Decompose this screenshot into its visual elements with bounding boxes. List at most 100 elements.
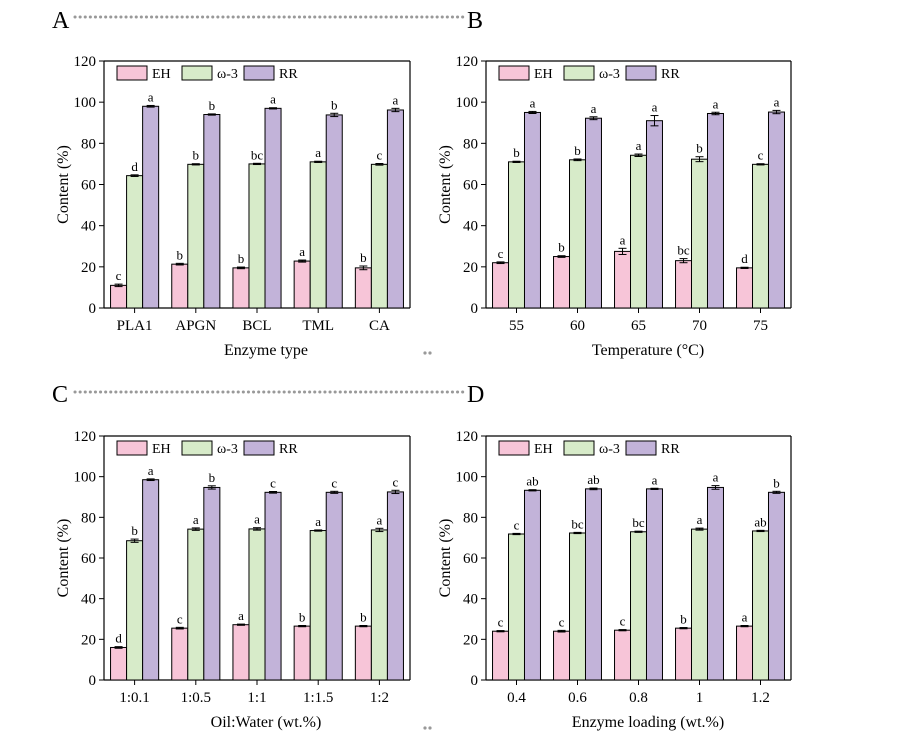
significance-letter: b xyxy=(360,610,367,625)
significance-letter: c xyxy=(177,611,183,626)
bar-rr xyxy=(203,114,221,309)
legend-label: EH xyxy=(534,67,553,82)
x-tick-label: 1:1 xyxy=(247,690,266,706)
significance-letter: a xyxy=(620,232,626,247)
bar-eh xyxy=(293,260,311,309)
significance-letter: bc xyxy=(632,515,645,530)
bar-rr xyxy=(325,491,343,681)
bar-omega-3 xyxy=(187,528,205,681)
significance-letter: b xyxy=(193,148,200,163)
y-tick-label: 60 xyxy=(463,178,478,194)
x-axis-label: Oil:Water (wt.%) xyxy=(211,714,322,731)
panel-letter: B xyxy=(467,8,483,34)
significance-letter: a xyxy=(652,100,658,115)
y-tick-label: 100 xyxy=(74,470,97,486)
bar-omega-3 xyxy=(126,540,144,681)
y-tick-label: 120 xyxy=(74,429,97,445)
bar-rr xyxy=(386,491,404,681)
legend-swatch xyxy=(498,65,530,81)
bar-rr xyxy=(142,105,160,309)
significance-letter: bc xyxy=(571,516,584,531)
bar-omega-3 xyxy=(752,163,769,309)
legend-swatch xyxy=(625,65,657,81)
significance-letter: b xyxy=(574,143,581,158)
significance-letter: a xyxy=(299,244,305,259)
y-tick-label: 100 xyxy=(74,95,97,111)
significance-letter: a xyxy=(742,610,748,625)
bar-eh xyxy=(675,260,693,309)
bar-omega-3 xyxy=(752,530,769,681)
significance-letter: b xyxy=(209,98,216,113)
bar-rr xyxy=(645,120,663,309)
bar-eh xyxy=(171,263,189,309)
y-tick-label: 20 xyxy=(81,632,96,648)
bar-omega-3 xyxy=(370,529,388,681)
significance-letter: b xyxy=(513,145,520,160)
y-tick-label: 40 xyxy=(81,592,96,608)
x-tick-label: 1 xyxy=(696,690,704,706)
significance-letter: a xyxy=(238,608,244,623)
bar-omega-3 xyxy=(248,528,266,681)
bar-eh xyxy=(354,625,372,681)
bar-omega-3 xyxy=(508,533,525,681)
y-axis-label: Content (%) xyxy=(437,145,454,224)
y-tick-label: 100 xyxy=(456,470,479,486)
x-tick-label: 1.2 xyxy=(751,690,770,706)
y-tick-label: 40 xyxy=(463,592,478,608)
significance-letter: bc xyxy=(677,243,690,258)
bar-rr xyxy=(767,111,785,309)
significance-letter: ab xyxy=(754,514,766,529)
bar-omega-3 xyxy=(691,528,708,681)
significance-letter: b xyxy=(696,141,703,156)
significance-letter: b xyxy=(177,247,184,262)
y-tick-label: 80 xyxy=(81,136,96,152)
bar-omega-3 xyxy=(248,163,266,309)
panel-c: C 0 20 40 60 80 100 120 Content (%) Oil:Water (wt… xyxy=(52,382,468,731)
y-tick-label: 60 xyxy=(463,551,478,567)
significance-letter: c xyxy=(270,476,276,491)
significance-letter: a xyxy=(193,512,199,527)
panel-a: A 0 20 40 60 80 100 120 Content (%) Enzyme type PL… xyxy=(52,8,468,359)
legend-label: EH xyxy=(534,442,553,457)
significance-letter: a xyxy=(591,101,597,116)
legend-swatch xyxy=(243,440,275,456)
bar-omega-3 xyxy=(569,532,586,681)
bar-eh xyxy=(232,267,250,309)
significance-letter: b xyxy=(360,250,367,265)
bar-omega-3 xyxy=(508,161,525,309)
significance-letter: b xyxy=(680,612,687,627)
x-tick-label: TML xyxy=(302,318,334,334)
significance-letter: a xyxy=(148,89,154,104)
significance-letter: c xyxy=(116,268,122,283)
legend-label: ω-3 xyxy=(217,442,238,457)
significance-letter: ab xyxy=(526,474,538,489)
bar-omega-3 xyxy=(569,159,586,309)
bar-eh xyxy=(553,630,571,681)
x-axis-label: Enzyme type xyxy=(224,342,308,359)
significance-letter: a xyxy=(315,514,321,529)
legend-label: RR xyxy=(279,442,298,457)
bar-rr xyxy=(645,488,663,681)
significance-letter: a xyxy=(315,145,321,160)
dot-mark xyxy=(423,351,427,355)
bar-omega-3 xyxy=(309,161,327,309)
panel-letter: A xyxy=(52,8,70,34)
x-tick-label: BCL xyxy=(242,318,271,334)
bar-rr xyxy=(584,117,602,309)
legend-swatch xyxy=(563,440,595,456)
y-tick-label: 20 xyxy=(463,632,478,648)
x-tick-label: CA xyxy=(369,318,390,334)
legend-label: EH xyxy=(152,442,171,457)
bar-eh xyxy=(736,267,754,309)
y-tick-label: 0 xyxy=(89,673,97,689)
legend-swatch xyxy=(116,440,148,456)
x-tick-label: 70 xyxy=(692,318,707,334)
panel-letter: C xyxy=(52,382,68,408)
x-tick-label: 1:0.1 xyxy=(119,690,149,706)
significance-letter: c xyxy=(620,614,626,629)
y-tick-label: 0 xyxy=(471,673,479,689)
y-tick-label: 80 xyxy=(463,510,478,526)
bar-rr xyxy=(264,107,282,309)
bar-rr xyxy=(523,489,541,681)
bar-eh xyxy=(171,627,189,681)
